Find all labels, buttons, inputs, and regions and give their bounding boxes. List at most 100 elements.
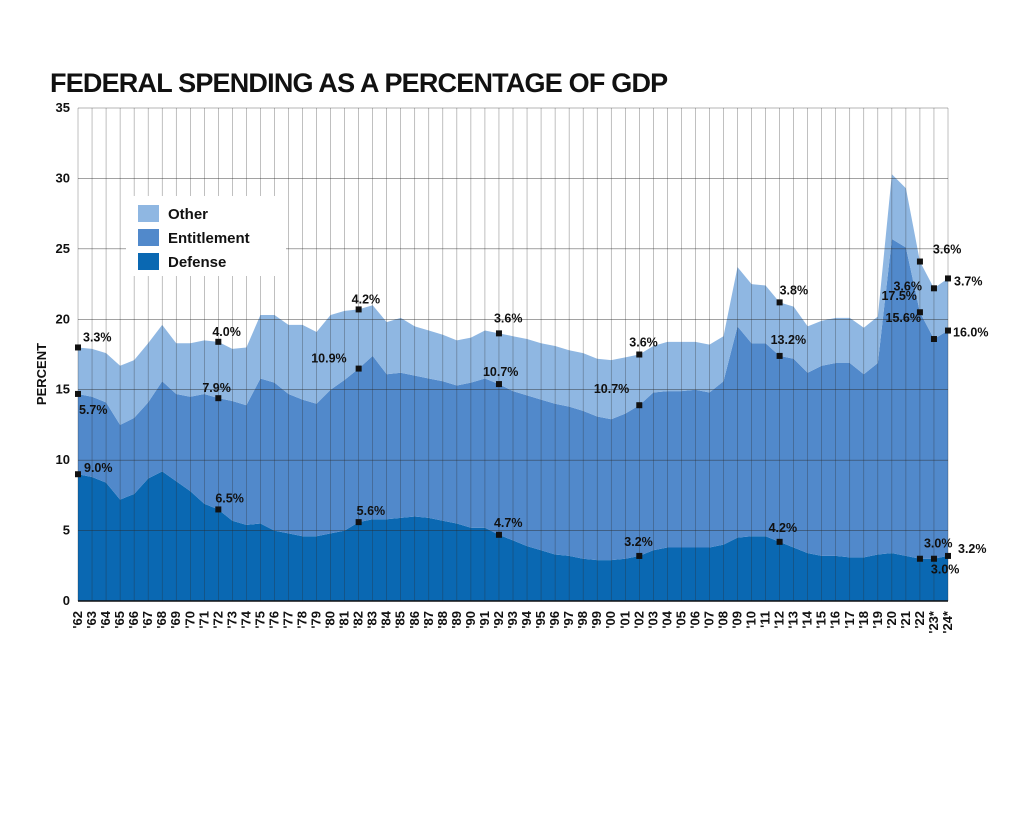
- x-tick-label: '88: [435, 611, 450, 629]
- x-tick-label: '71: [196, 611, 211, 629]
- annotation-label: 5.7%: [79, 403, 108, 417]
- annotation-label: 3.2%: [958, 542, 987, 556]
- x-tick-label: '66: [126, 611, 141, 629]
- y-tick-label: 20: [56, 311, 70, 326]
- y-tick-label: 25: [56, 241, 70, 256]
- x-tick-label: '24*: [940, 610, 955, 634]
- x-tick-label: '10: [744, 611, 759, 629]
- x-tick-label: '22: [912, 611, 927, 629]
- annotation-label: 3.2%: [624, 535, 653, 549]
- x-tick-label: '75: [252, 611, 267, 629]
- x-tick-label: '80: [323, 611, 338, 629]
- x-tick-label: '72: [210, 611, 225, 629]
- x-tick-label: '68: [154, 611, 169, 629]
- series-area-other: [78, 174, 948, 425]
- annotation-label: 3.0%: [931, 563, 960, 577]
- x-tick-label: '73: [224, 611, 239, 629]
- x-tick-label: '19: [870, 611, 885, 629]
- x-tick-label: '67: [140, 611, 155, 629]
- annotation-marker: [215, 395, 222, 402]
- annotation-marker: [75, 390, 81, 397]
- y-tick-label: 30: [56, 170, 70, 185]
- annotation-marker: [636, 351, 643, 358]
- x-tick-label: '00: [603, 611, 618, 629]
- annotation-label: 5.6%: [357, 504, 386, 518]
- x-tick-label: '93: [505, 611, 520, 629]
- y-tick-label: 0: [63, 593, 70, 608]
- x-tick-label: '96: [547, 611, 562, 629]
- x-tick-label: '21: [898, 611, 913, 629]
- annotation-layer: 3.3% 5.7% 9.0% 4.0% 7.9% 6.5% 4.2% 10.9% 5.6% 3.6…: [75, 243, 988, 577]
- axes-layer: 05101520253035'62'63'64'65'66'67'68'69'7…: [56, 100, 955, 634]
- legend-entry: Other: [168, 206, 208, 223]
- x-tick-label: '03: [645, 611, 660, 629]
- x-tick-label: '79: [309, 611, 324, 629]
- annotation-marker: [945, 275, 951, 282]
- annotation-label: 10.7%: [483, 365, 518, 379]
- x-tick-label: '84: [379, 610, 394, 628]
- annotation-marker: [495, 381, 502, 388]
- annotation-marker: [776, 299, 783, 306]
- annotation-marker: [930, 336, 937, 343]
- annotation-label: 9.0%: [84, 461, 113, 475]
- annotation-marker: [636, 402, 643, 409]
- x-tick-label: '86: [407, 611, 422, 629]
- legend-entry: Entitlement: [168, 230, 250, 247]
- x-tick-label: '82: [351, 611, 366, 629]
- legend-entry: Defense: [168, 254, 226, 271]
- x-tick-label: '94: [519, 610, 534, 628]
- annotation-marker: [495, 330, 502, 337]
- x-tick-label: '65: [112, 611, 127, 629]
- x-tick-label: '91: [477, 611, 492, 629]
- y-tick-label: 5: [63, 523, 70, 538]
- x-tick-label: '87: [421, 611, 436, 629]
- annotation-label: 10.7%: [594, 382, 629, 396]
- x-tick-label: '18: [856, 611, 871, 629]
- annotation-marker: [930, 285, 937, 292]
- annotation-marker: [215, 506, 222, 513]
- x-tick-label: '81: [337, 611, 352, 629]
- x-tick-label: '89: [449, 611, 464, 629]
- annotation-marker: [916, 309, 923, 316]
- x-tick-label: '63: [84, 611, 99, 629]
- annotation-label: 4.0%: [212, 325, 241, 339]
- x-tick-label: '15: [814, 611, 829, 629]
- chart-title: FEDERAL SPENDING AS A PERCENTAGE OF GDP: [50, 68, 668, 98]
- annotation-label: 4.2%: [769, 521, 798, 535]
- x-tick-label: '09: [730, 611, 745, 629]
- x-tick-label: '20: [884, 611, 899, 629]
- annotation-marker: [355, 306, 362, 313]
- x-tick-label: '06: [687, 611, 702, 629]
- y-tick-label: 15: [56, 382, 70, 397]
- x-tick-label: '08: [715, 611, 730, 629]
- x-tick-label: '92: [491, 611, 506, 629]
- annotation-label: 3.3%: [83, 330, 112, 344]
- annotation-label: 3.6%: [629, 336, 658, 350]
- annotation-label: 3.0%: [924, 537, 953, 551]
- x-tick-label: '14: [800, 610, 815, 628]
- x-tick-label: '62: [70, 611, 85, 629]
- x-tick-label: '01: [617, 611, 632, 629]
- annotation-marker: [930, 555, 937, 562]
- x-tick-label: '69: [168, 611, 183, 629]
- y-tick-label: 10: [56, 452, 70, 467]
- annotation-marker: [776, 352, 783, 359]
- x-tick-label: '04: [659, 610, 674, 628]
- annotation-marker: [776, 538, 783, 545]
- x-tick-label: '76: [266, 611, 281, 629]
- legend-swatch: [138, 229, 159, 246]
- annotation-label: 4.2%: [352, 292, 381, 306]
- x-tick-label: '74: [238, 610, 253, 628]
- legend-swatch: [138, 253, 159, 270]
- x-tick-label: '23*: [926, 610, 941, 634]
- y-axis-label: PERCENT: [34, 343, 49, 405]
- x-tick-label: '16: [828, 611, 843, 629]
- x-tick-label: '07: [701, 611, 716, 629]
- annotation-label: 17.5%: [881, 289, 916, 303]
- grid-layer: [77, 107, 949, 602]
- annotation-label: 3.6%: [933, 243, 962, 257]
- annotation-marker: [355, 365, 362, 372]
- annotation-label: 4.7%: [494, 516, 523, 530]
- x-tick-label: '02: [631, 611, 646, 629]
